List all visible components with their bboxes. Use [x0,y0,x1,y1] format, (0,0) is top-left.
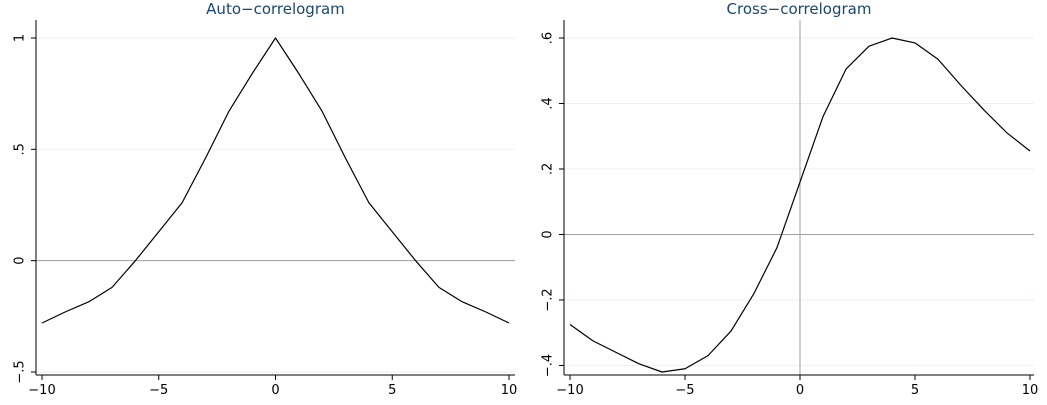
chart-2-y-tick-label-4: .4 [541,97,556,109]
chart-1-x-tick-label-1: −5 [149,383,168,398]
chart-2-y-tick-label-2: 0 [541,230,556,238]
chart-2-y-tick-label-3: .2 [541,163,556,175]
chart-1-series-line-0 [41,37,510,324]
chart-1-y-tick-label-1: 0 [13,257,28,265]
chart-2-y-tick-label-5: .6 [541,32,556,44]
chart-2-series-line-0 [569,37,1031,373]
chart-1-y-tick-label-0: −.5 [13,360,28,383]
chart-2-x-tick-label-4: 10 [1022,383,1039,398]
chart-2-y-tick-label-0: −.4 [541,354,556,377]
chart-1-y-tick-label-3: 1 [13,34,28,42]
chart-2-y-tick-label-1: −.2 [541,288,556,311]
chart-2-x-tick-label-1: −5 [675,383,694,398]
chart-1-x-tick-label-2: 0 [271,383,279,398]
chart-2-x-tick-label-3: 5 [911,383,919,398]
chart-1-y-tick-label-2: .5 [13,143,28,155]
chart-2-title: Cross−correlogram [727,0,872,18]
chart-1-title: Auto−correlogram [206,0,345,18]
chart-1-x-tick-label-4: 10 [501,383,518,398]
chart-1-x-tick-label-0: −10 [28,383,55,398]
chart-1-x-tick-label-3: 5 [388,383,396,398]
chart-2-x-tick-label-2: 0 [796,383,804,398]
chart-2-x-tick-label-0: −10 [556,383,583,398]
